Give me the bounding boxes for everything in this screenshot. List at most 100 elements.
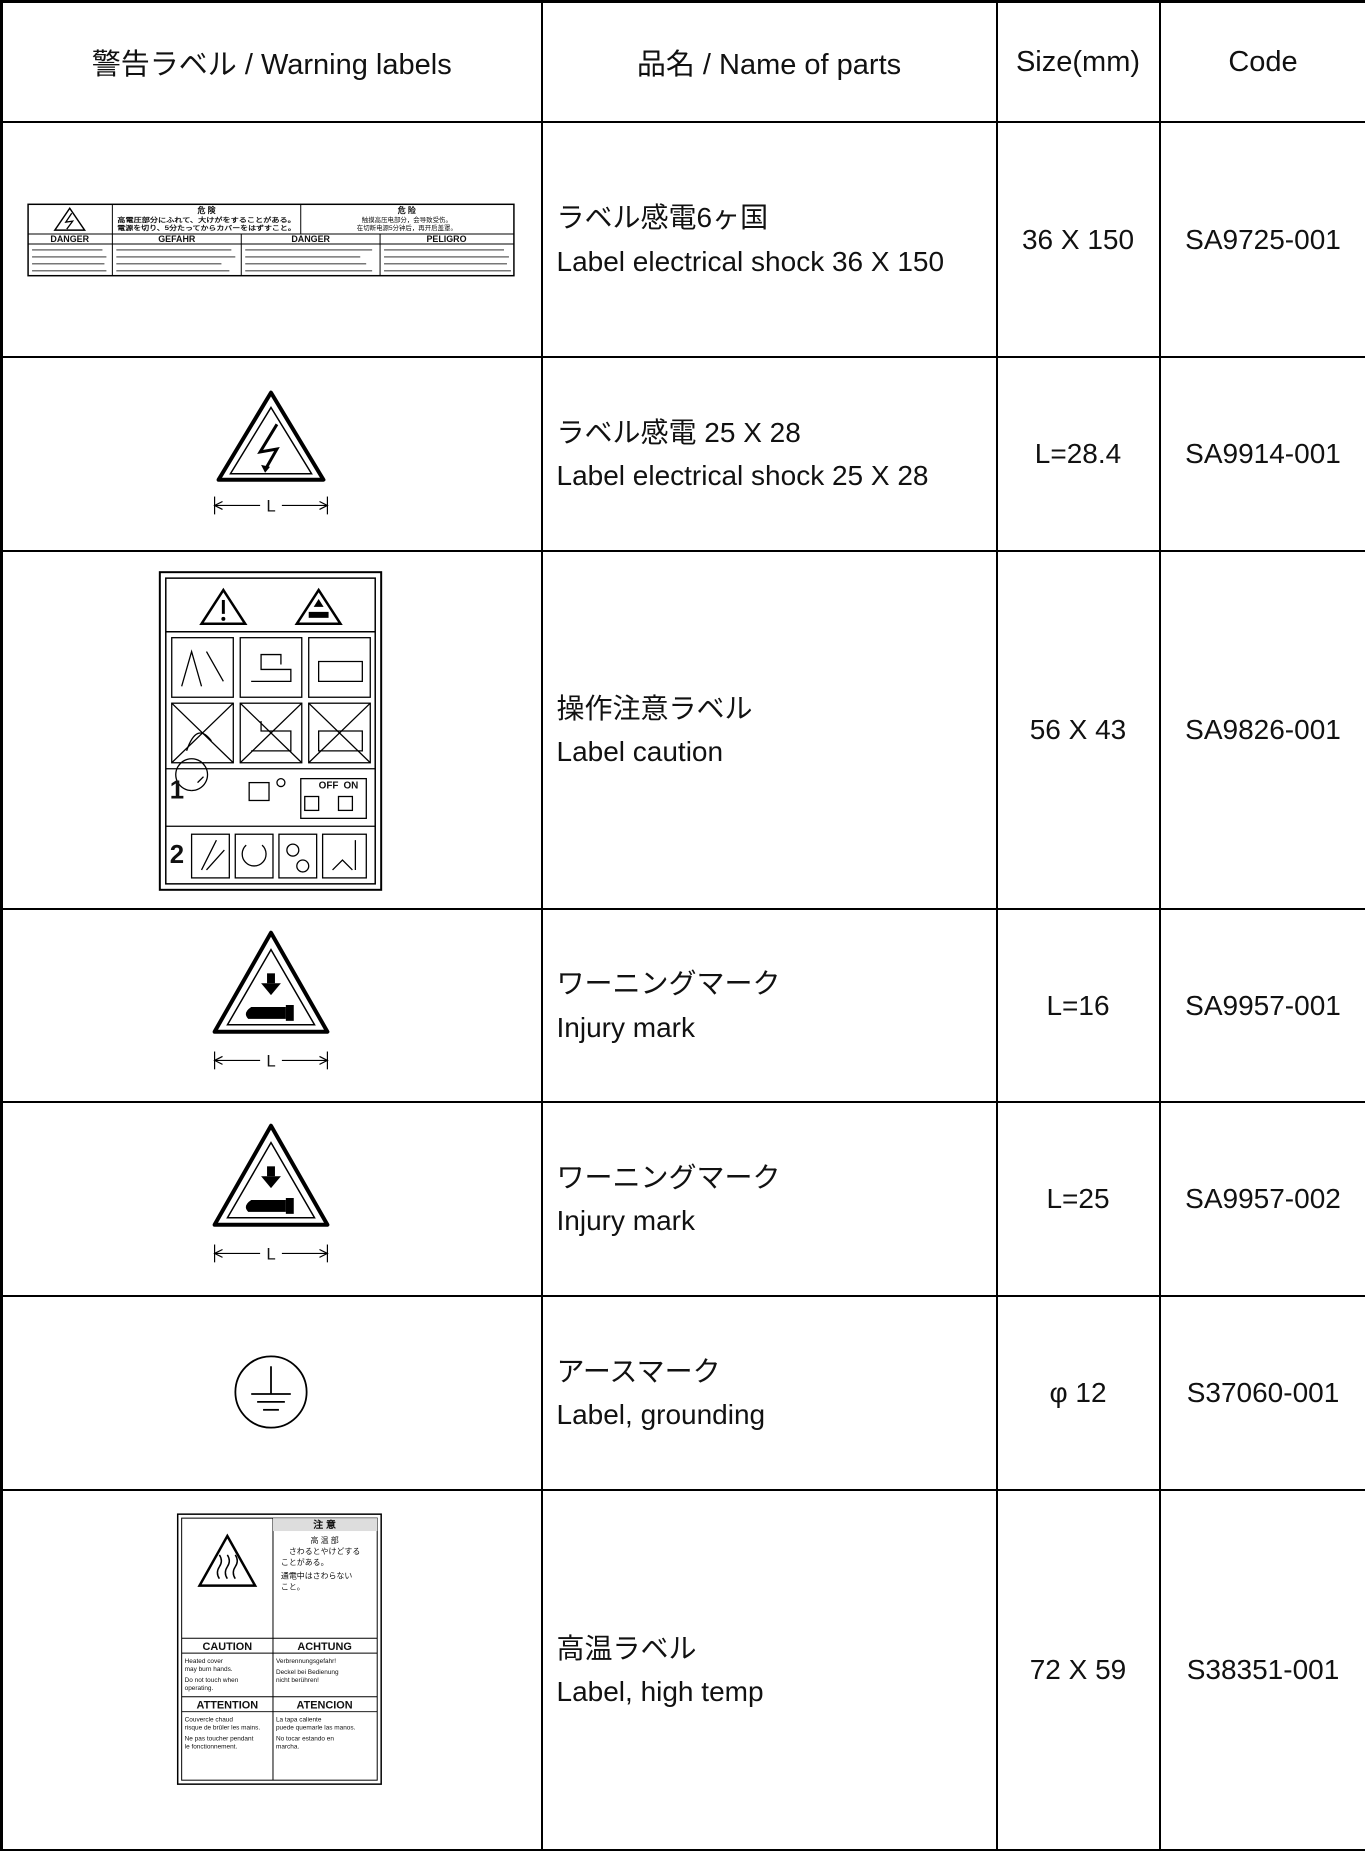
label-graphic <box>246 1007 286 1019</box>
label-text: CAUTION <box>202 1641 252 1653</box>
label-text: 危 险 <box>397 205 416 215</box>
label-text: DANGER <box>50 234 89 244</box>
label-text: marcha. <box>276 1743 299 1750</box>
code-cell: S38351-001 <box>1160 1490 1365 1850</box>
label-image <box>3 1297 539 1489</box>
label-text: puede quemarle las manos. <box>276 1725 356 1732</box>
part-name-ja: ラベル感電6ヶ国 <box>557 196 996 239</box>
label-text: le fonctionnement. <box>185 1743 238 1750</box>
label-image: 注 意 高 温 部 さわるとやけどする ことがある。 通電中はさわらない こと。… <box>3 1491 539 1849</box>
label-image-cell <box>2 1296 542 1490</box>
label-text: L <box>266 1244 275 1263</box>
label-text: OFF <box>319 781 339 792</box>
part-name-en: Label, high temp <box>557 1670 996 1713</box>
label-image: 危 険 高電圧部分にふれて、大けがをすることがある。 電源を切り、5分たってから… <box>3 123 539 356</box>
label-text: こと。 <box>281 1583 305 1592</box>
label-graphic <box>267 973 275 983</box>
part-name-ja: ワーニングマーク <box>557 1156 996 1199</box>
label-graphic <box>286 1005 294 1021</box>
row: 危 険 高電圧部分にふれて、大けがをすることがある。 電源を切り、5分たってから… <box>2 122 1365 357</box>
header-row: 警告ラベル / Warning labels 品名 / Name of part… <box>2 2 1365 123</box>
label-text: 高電圧部分にふれて、大けがをすることがある。 <box>117 215 295 224</box>
row: 注 意 高 温 部 さわるとやけどする ことがある。 通電中はさわらない こと。… <box>2 1490 1365 1850</box>
size-cell: L=28.4 <box>997 357 1160 551</box>
code-cell: SA9957-001 <box>1160 909 1365 1102</box>
label-image-cell: L <box>2 1102 542 1296</box>
label-text: 危 険 <box>197 205 216 215</box>
label-text: 通電中はさわらない <box>281 1571 352 1581</box>
part-name-en: Label, grounding <box>557 1393 996 1436</box>
code-cell: SA9826-001 <box>1160 551 1365 909</box>
label-text: Couvercle chaud <box>185 1717 234 1724</box>
label-text: ON <box>343 781 358 792</box>
label-image: L <box>3 358 539 550</box>
code-cell: SA9957-002 <box>1160 1102 1365 1296</box>
label-text: La tapa caliente <box>276 1717 322 1724</box>
part-name-ja: ラベル感電 25 X 28 <box>557 411 996 454</box>
size-cell: L=25 <box>997 1102 1160 1296</box>
part-name-en: Injury mark <box>557 1006 996 1049</box>
label-text: 高 温 部 <box>310 1535 338 1545</box>
size-cell: 56 X 43 <box>997 551 1160 909</box>
label-image-cell: 危 険 高電圧部分にふれて、大けがをすることがある。 電源を切り、5分たってから… <box>2 122 542 357</box>
size-cell: 72 X 59 <box>997 1490 1160 1850</box>
part-name-ja: ワーニングマーク <box>557 962 996 1005</box>
label-text: No tocar estando en <box>276 1735 334 1742</box>
label-text: さわるとやけどする <box>289 1547 360 1556</box>
part-name-ja: 操作注意ラベル <box>557 687 996 730</box>
label-text: 2 <box>170 841 184 869</box>
label-text: may burn hands. <box>185 1666 233 1673</box>
label-image: L <box>3 910 539 1101</box>
size-cell: 36 X 150 <box>997 122 1160 357</box>
label-graphic <box>246 1200 286 1212</box>
size-cell: L=16 <box>997 909 1160 1102</box>
label-text: 触摸高压电部分，会导致受伤。 <box>362 215 452 224</box>
label-text: Verbrennungsgefahr! <box>276 1658 336 1665</box>
label-text: L <box>266 496 275 515</box>
label-text: ACHTUNG <box>297 1641 352 1653</box>
label-text: PELIGRO <box>426 234 466 244</box>
label-text: DANGER <box>291 234 330 244</box>
part-name-en: Label caution <box>557 730 996 773</box>
label-image-cell: 注 意 高 温 部 さわるとやけどする ことがある。 通電中はさわらない こと。… <box>2 1490 542 1850</box>
label-image: OFF ON 1 2 <box>3 552 539 908</box>
label-image: L <box>3 1103 539 1295</box>
label-graphic <box>286 1198 294 1214</box>
header-cell: 警告ラベル / Warning labels <box>2 2 542 123</box>
label-text: nicht berühren! <box>276 1677 319 1684</box>
label-text: operating. <box>185 1685 214 1692</box>
label-text: ATTENTION <box>197 1700 259 1712</box>
code-cell: SA9914-001 <box>1160 357 1365 551</box>
label-text: Do not touch when <box>185 1677 239 1684</box>
part-name-en: Injury mark <box>557 1199 996 1242</box>
size-cell: φ 12 <box>997 1296 1160 1490</box>
label-text: ことがある。 <box>281 1557 329 1567</box>
header-cell: 品名 / Name of parts <box>542 2 997 123</box>
code-cell: S37060-001 <box>1160 1296 1365 1490</box>
part-name-en: Label electrical shock 25 X 28 <box>557 454 996 497</box>
label-graphic <box>267 1166 275 1176</box>
label-graphic <box>309 612 329 618</box>
code-cell: SA9725-001 <box>1160 122 1365 357</box>
label-text: 注 意 <box>313 1518 336 1531</box>
label-text: Ne pas toucher pendant <box>185 1735 254 1742</box>
header-cell: Size(mm) <box>997 2 1160 123</box>
label-graphic <box>221 617 225 621</box>
label-text: Deckel bei Bedienung <box>276 1669 339 1676</box>
label-image-cell: L <box>2 909 542 1102</box>
header-cell: Code <box>1160 2 1365 123</box>
label-text: 在切断电源5分钟后，再开启盖罩。 <box>357 223 457 232</box>
